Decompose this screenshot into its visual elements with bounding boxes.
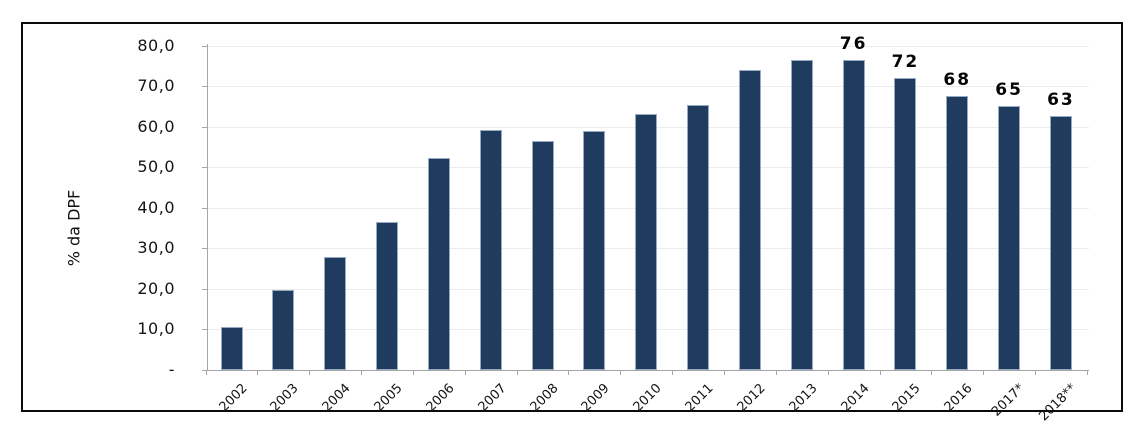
x-tick-label: 2018** xyxy=(1036,381,1080,425)
x-tick-label: 2014 xyxy=(838,381,873,416)
bar-2012 xyxy=(738,69,761,370)
x-tick-label: 2009 xyxy=(578,381,613,416)
x-tickmark xyxy=(620,371,622,375)
bar-2008 xyxy=(531,141,554,370)
gridline xyxy=(207,45,1089,47)
bar-2006 xyxy=(427,157,450,370)
bar-value-label: 65 xyxy=(995,80,1023,101)
bar-value-label: 68 xyxy=(943,70,972,91)
bar-2015 xyxy=(894,77,917,370)
x-tickmark xyxy=(775,371,777,375)
x-tick-label: 2003 xyxy=(267,381,302,416)
bar-value-label: 63 xyxy=(1047,89,1075,110)
y-axis-line xyxy=(207,44,208,370)
bar-2017* xyxy=(998,106,1021,370)
y-tick-label: 60,0 xyxy=(137,116,175,136)
y-tick-label: 50,0 xyxy=(137,157,175,177)
x-axis-line xyxy=(207,370,1089,371)
x-tickmark xyxy=(672,371,674,375)
bar-2005 xyxy=(376,221,399,370)
y-tickmark xyxy=(202,167,207,169)
x-tickmark xyxy=(516,371,518,375)
x-tickmark xyxy=(205,371,207,375)
y-tickmark xyxy=(202,45,207,47)
x-tick-label: 2008 xyxy=(527,381,562,416)
x-tick-label: 2010 xyxy=(630,381,665,416)
x-tickmark xyxy=(309,371,311,375)
x-tickmark xyxy=(464,371,466,375)
x-tickmark xyxy=(983,371,985,375)
bar-2002 xyxy=(220,327,243,370)
bar-2004 xyxy=(324,257,347,370)
x-tick-label: 2011 xyxy=(682,381,717,416)
x-tickmark xyxy=(412,371,414,375)
x-tickmark xyxy=(568,371,570,375)
x-tick-label: 2006 xyxy=(423,381,458,416)
x-tickmark xyxy=(257,371,259,375)
y-tickmark xyxy=(202,329,207,331)
y-tick-label: 80,0 xyxy=(137,35,175,55)
bar-2010 xyxy=(635,113,658,370)
x-tick-label: 2016 xyxy=(941,381,976,416)
y-tickmark xyxy=(202,288,207,290)
x-tickmark xyxy=(1086,371,1088,375)
x-tickmark xyxy=(723,371,725,375)
bar-2009 xyxy=(583,131,606,370)
y-tickmark xyxy=(202,207,207,209)
y-tick-label: 30,0 xyxy=(137,238,175,258)
x-tick-label: 2007 xyxy=(475,381,510,416)
y-tick-label: 70,0 xyxy=(137,76,175,96)
gridline xyxy=(207,86,1089,88)
y-tick-label: 40,0 xyxy=(137,197,175,217)
y-tickmark xyxy=(202,86,207,88)
x-tickmark xyxy=(361,371,363,375)
bar-2014 xyxy=(842,60,865,370)
y-tick-label: 10,0 xyxy=(137,319,175,339)
x-tick-label: 2004 xyxy=(319,381,354,416)
x-tickmark xyxy=(931,371,933,375)
x-tick-label: 2015 xyxy=(890,381,925,416)
y-tick-label: 20,0 xyxy=(137,278,175,298)
bar-value-label: 76 xyxy=(839,34,868,55)
y-tickmark xyxy=(202,370,207,371)
x-tick-label: 2013 xyxy=(786,381,821,416)
bar-value-label: 72 xyxy=(891,51,920,72)
bar-2018** xyxy=(1049,115,1072,370)
bar-2016 xyxy=(946,96,969,370)
bar-2011 xyxy=(687,104,710,370)
y-tickmark xyxy=(202,126,207,128)
x-tick-label: 2002 xyxy=(216,381,251,416)
bar-2003 xyxy=(272,290,295,370)
bar-2013 xyxy=(790,60,813,370)
x-tick-label: 2012 xyxy=(734,381,769,416)
x-tickmark xyxy=(879,371,881,375)
y-tickmark xyxy=(202,248,207,250)
bar-2007 xyxy=(479,129,502,370)
y-tick-label: - xyxy=(168,360,175,379)
x-tick-label: 2017* xyxy=(989,381,1028,420)
x-tickmark xyxy=(1035,371,1037,375)
x-tick-label: 2005 xyxy=(371,381,406,416)
x-tickmark xyxy=(827,371,829,375)
